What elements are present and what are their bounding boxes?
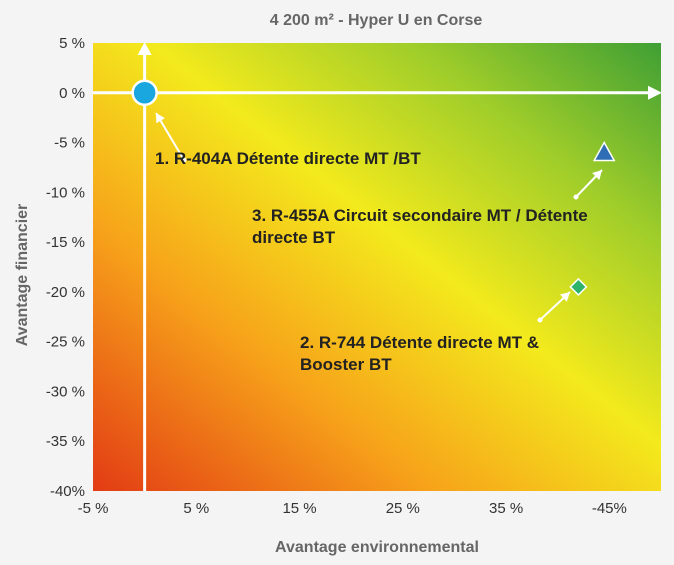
x-tick-label: 15 % [282, 500, 316, 517]
data-point [592, 140, 616, 162]
x-tick-label: 5 % [183, 500, 209, 517]
data-points [131, 79, 616, 296]
y-tick-label: -10 % [46, 184, 85, 201]
x-tick-label: 25 % [386, 500, 420, 517]
x-axis-label: Avantage environnemental [275, 539, 479, 556]
annotation-arrow-tail [573, 194, 579, 200]
data-point [131, 79, 158, 107]
y-axis-label: Avantage financier [14, 204, 31, 347]
y-tick-label: -20 % [46, 284, 85, 301]
annotation-arrowhead [592, 170, 602, 180]
axes [93, 42, 662, 491]
y-tick-label: -35 % [46, 433, 85, 450]
data-point [569, 277, 588, 296]
annotation-arrowhead [156, 113, 165, 124]
point-annotations: 1. R-404A Détente directe MT /BT 2. R-744… [155, 112, 603, 374]
annotation-arrowhead [560, 292, 570, 302]
x-tick-label: -5 % [78, 500, 109, 517]
annotation-arrow-tail [181, 157, 187, 163]
y-tick-label: -25 % [46, 334, 85, 351]
x-tick-label: 35 % [489, 500, 523, 517]
annotation-arrow [155, 112, 185, 161]
point-label: 3. R-455A Circuit secondaire MT / Détent… [252, 206, 588, 225]
annotation-arrow-tail [537, 317, 543, 323]
chart-title: 4 200 m² - Hyper U en Corse [270, 12, 483, 29]
x-tick-label: -45% [592, 500, 627, 517]
plot-background [93, 43, 661, 491]
y-axis-arrow [137, 42, 152, 55]
point-label: 1. R-404A Détente directe MT /BT [155, 149, 421, 168]
y-tick-label: -15 % [46, 234, 85, 251]
y-tick-label: 0 % [59, 85, 85, 102]
y-tick-label: -5 % [54, 135, 85, 152]
x-axis-arrow [648, 85, 662, 100]
point-label: 2. R-744 Détente directe MT & [300, 333, 539, 352]
x-tick-labels: -5 % 5 % 15 % 25 % 35 % -45% [78, 500, 627, 517]
y-tick-label: -30 % [46, 383, 85, 400]
point-label: Booster BT [300, 355, 392, 374]
point-label: directe BT [252, 228, 336, 247]
y-tick-label: 5 % [59, 35, 85, 52]
y-tick-labels: 5 % 0 % -5 % -10 % -15 % -20 % -25 % -30 % -35 %… [46, 35, 85, 500]
y-tick-label: -40% [50, 483, 85, 500]
